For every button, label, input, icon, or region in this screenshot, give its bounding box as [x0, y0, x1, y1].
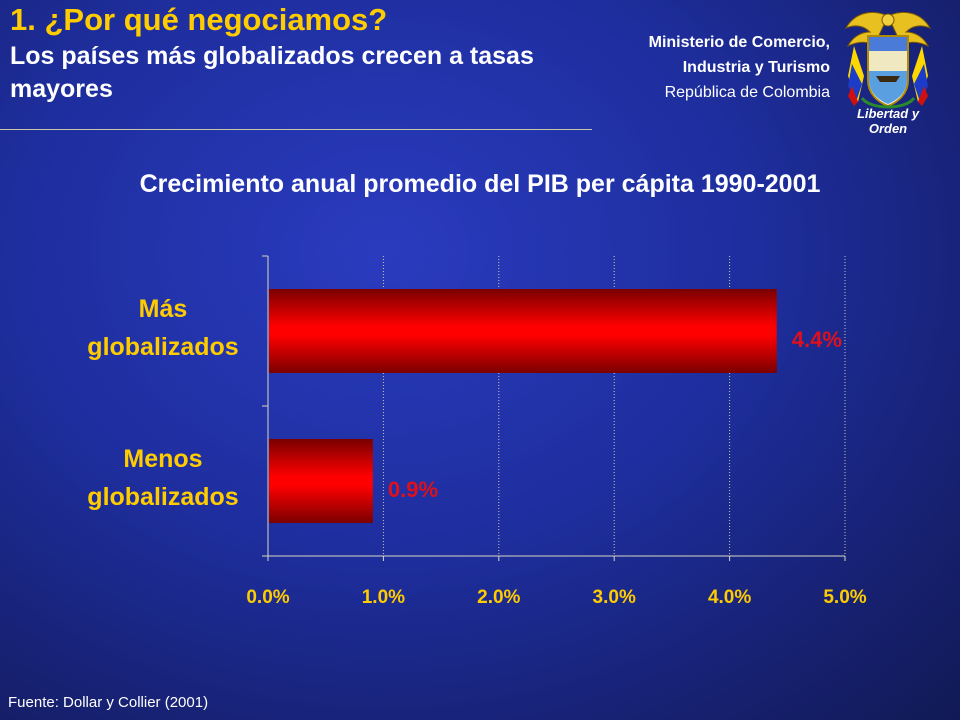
category-label-1-line-0: Menos: [123, 445, 202, 473]
page-title: 1. ¿Por qué negociamos?: [10, 2, 388, 37]
data-label-0: 4.4%: [792, 327, 842, 352]
ministry-line-1: Ministerio de Comercio,: [648, 34, 830, 51]
x-tick-label-4: 4.0%: [708, 587, 751, 608]
heading-divider: [0, 129, 592, 130]
category-label-0-line-0: Más: [139, 295, 188, 323]
data-label-1: 0.9%: [388, 477, 438, 502]
colombia-coat-of-arms-icon: [844, 12, 932, 109]
bar-0: [269, 289, 777, 373]
page-heading: 1. ¿Por qué negociamos? Los países más g…: [10, 2, 600, 106]
ministry-block: Ministerio de Comercio, Industria y Turi…: [649, 30, 830, 105]
source-note: Fuente: Dollar y Collier (2001): [8, 694, 209, 711]
x-tick-label-5: 5.0%: [823, 587, 866, 608]
category-label-1-line-1: globalizados: [87, 483, 238, 511]
chart-title: Crecimiento anual promedio del PIB per c…: [139, 170, 821, 198]
x-tick-label-2: 2.0%: [477, 587, 520, 608]
ministry-line-3: República de Colombia: [664, 84, 830, 101]
category-label-0-line-1: globalizados: [87, 333, 238, 361]
ministry-line-2: Industria y Turismo: [682, 59, 830, 76]
page-subtitle: Los países más globalizados crecen a tas…: [10, 42, 534, 103]
x-tick-label-3: 3.0%: [593, 587, 636, 608]
bar-1: [269, 439, 373, 523]
crest-motto: Libertad y Orden: [856, 106, 920, 136]
x-tick-label-1: 1.0%: [362, 587, 405, 608]
x-tick-label-0: 0.0%: [246, 587, 289, 608]
